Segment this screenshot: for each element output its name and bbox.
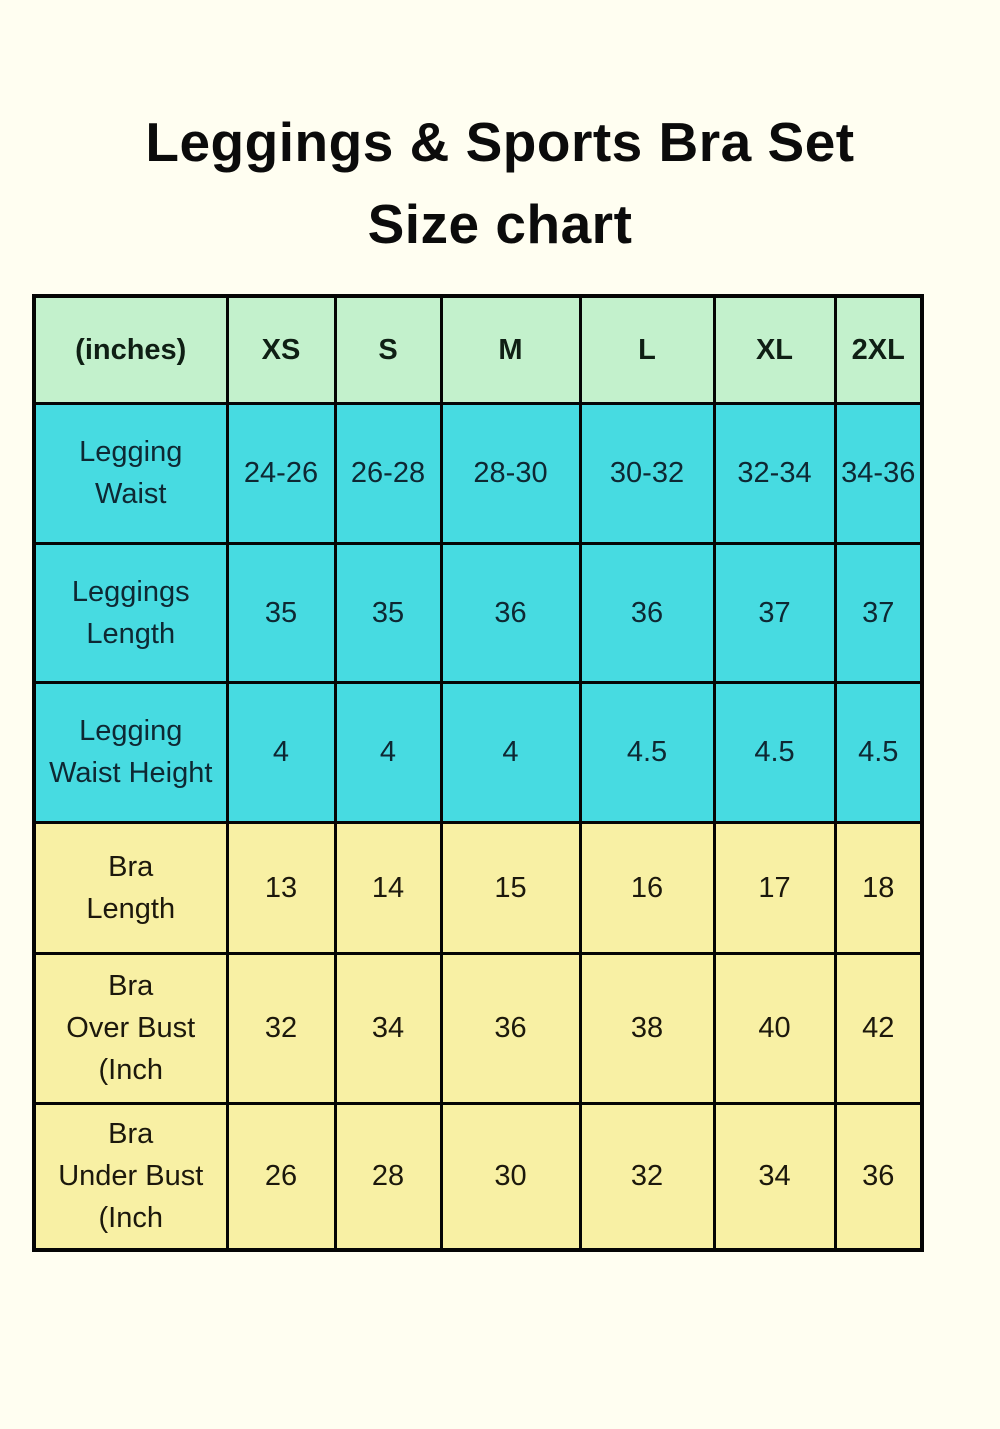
value-cell: 36 (439, 541, 582, 684)
table-body: Legging Waist 24-26 26-28 28-30 30-32 32-34 34… (32, 401, 924, 1252)
column-header-xs: XS (225, 294, 337, 405)
value-cell: 36 (578, 541, 716, 684)
column-header-2xl: 2XL (833, 294, 924, 405)
value-cell: 24-26 (225, 401, 337, 545)
page-title: Leggings & Sports Bra Set Size chart (0, 101, 1000, 265)
table-row: Legging Waist 24-26 26-28 28-30 30-32 32-34 34… (32, 401, 924, 545)
value-cell: 4.5 (578, 680, 716, 824)
row-label: Bra Over Bust (Inch (32, 951, 229, 1105)
value-cell: 42 (833, 951, 924, 1105)
value-cell: 37 (833, 541, 924, 684)
row-label: Legging Waist Height (32, 680, 229, 824)
value-cell: 4.5 (833, 680, 924, 824)
value-cell: 35 (333, 541, 443, 684)
value-cell: 37 (712, 541, 837, 684)
column-header-s: S (333, 294, 443, 405)
value-cell: 4 (225, 680, 337, 824)
page-title-line2: Size chart (367, 192, 633, 255)
value-cell: 13 (225, 820, 337, 955)
table-row: Bra Under Bust (Inch 26 28 30 32 34 36 (32, 1101, 924, 1252)
row-label: Leggings Length (32, 541, 229, 684)
table-row: Bra Length 13 14 15 16 17 18 (32, 820, 924, 955)
value-cell: 4.5 (712, 680, 837, 824)
value-cell: 38 (578, 951, 716, 1105)
value-cell: 15 (439, 820, 582, 955)
value-cell: 30 (439, 1101, 582, 1252)
column-header-l: L (578, 294, 716, 405)
value-cell: 32 (225, 951, 337, 1105)
column-header-m: M (439, 294, 582, 405)
value-cell: 34 (333, 951, 443, 1105)
value-cell: 28 (333, 1101, 443, 1252)
table-row: Bra Over Bust (Inch 32 34 36 38 40 42 (32, 951, 924, 1105)
value-cell: 30-32 (578, 401, 716, 545)
value-cell: 4 (333, 680, 443, 824)
value-cell: 32 (578, 1101, 716, 1252)
header-row: (inches) XS S M L XL 2XL (32, 294, 924, 405)
row-label: Bra Under Bust (Inch (32, 1101, 229, 1252)
size-chart-table: (inches) XS S M L XL 2XL Legging Waist 24-26 26-… (32, 294, 924, 1252)
value-cell: 26 (225, 1101, 337, 1252)
column-header-inches: (inches) (32, 294, 229, 405)
value-cell: 17 (712, 820, 837, 955)
value-cell: 36 (439, 951, 582, 1105)
table-row: Leggings Length 35 35 36 36 37 37 (32, 541, 924, 684)
value-cell: 14 (333, 820, 443, 955)
row-label: Bra Length (32, 820, 229, 955)
value-cell: 40 (712, 951, 837, 1105)
column-header-xl: XL (712, 294, 837, 405)
value-cell: 16 (578, 820, 716, 955)
value-cell: 26-28 (333, 401, 443, 545)
value-cell: 34-36 (833, 401, 924, 545)
value-cell: 35 (225, 541, 337, 684)
value-cell: 4 (439, 680, 582, 824)
value-cell: 36 (833, 1101, 924, 1252)
page-title-line1: Leggings & Sports Bra Set (145, 110, 855, 173)
value-cell: 18 (833, 820, 924, 955)
table-row: Legging Waist Height 4 4 4 4.5 4.5 4.5 (32, 680, 924, 824)
row-label: Legging Waist (32, 401, 229, 545)
value-cell: 34 (712, 1101, 837, 1252)
value-cell: 28-30 (439, 401, 582, 545)
value-cell: 32-34 (712, 401, 837, 545)
